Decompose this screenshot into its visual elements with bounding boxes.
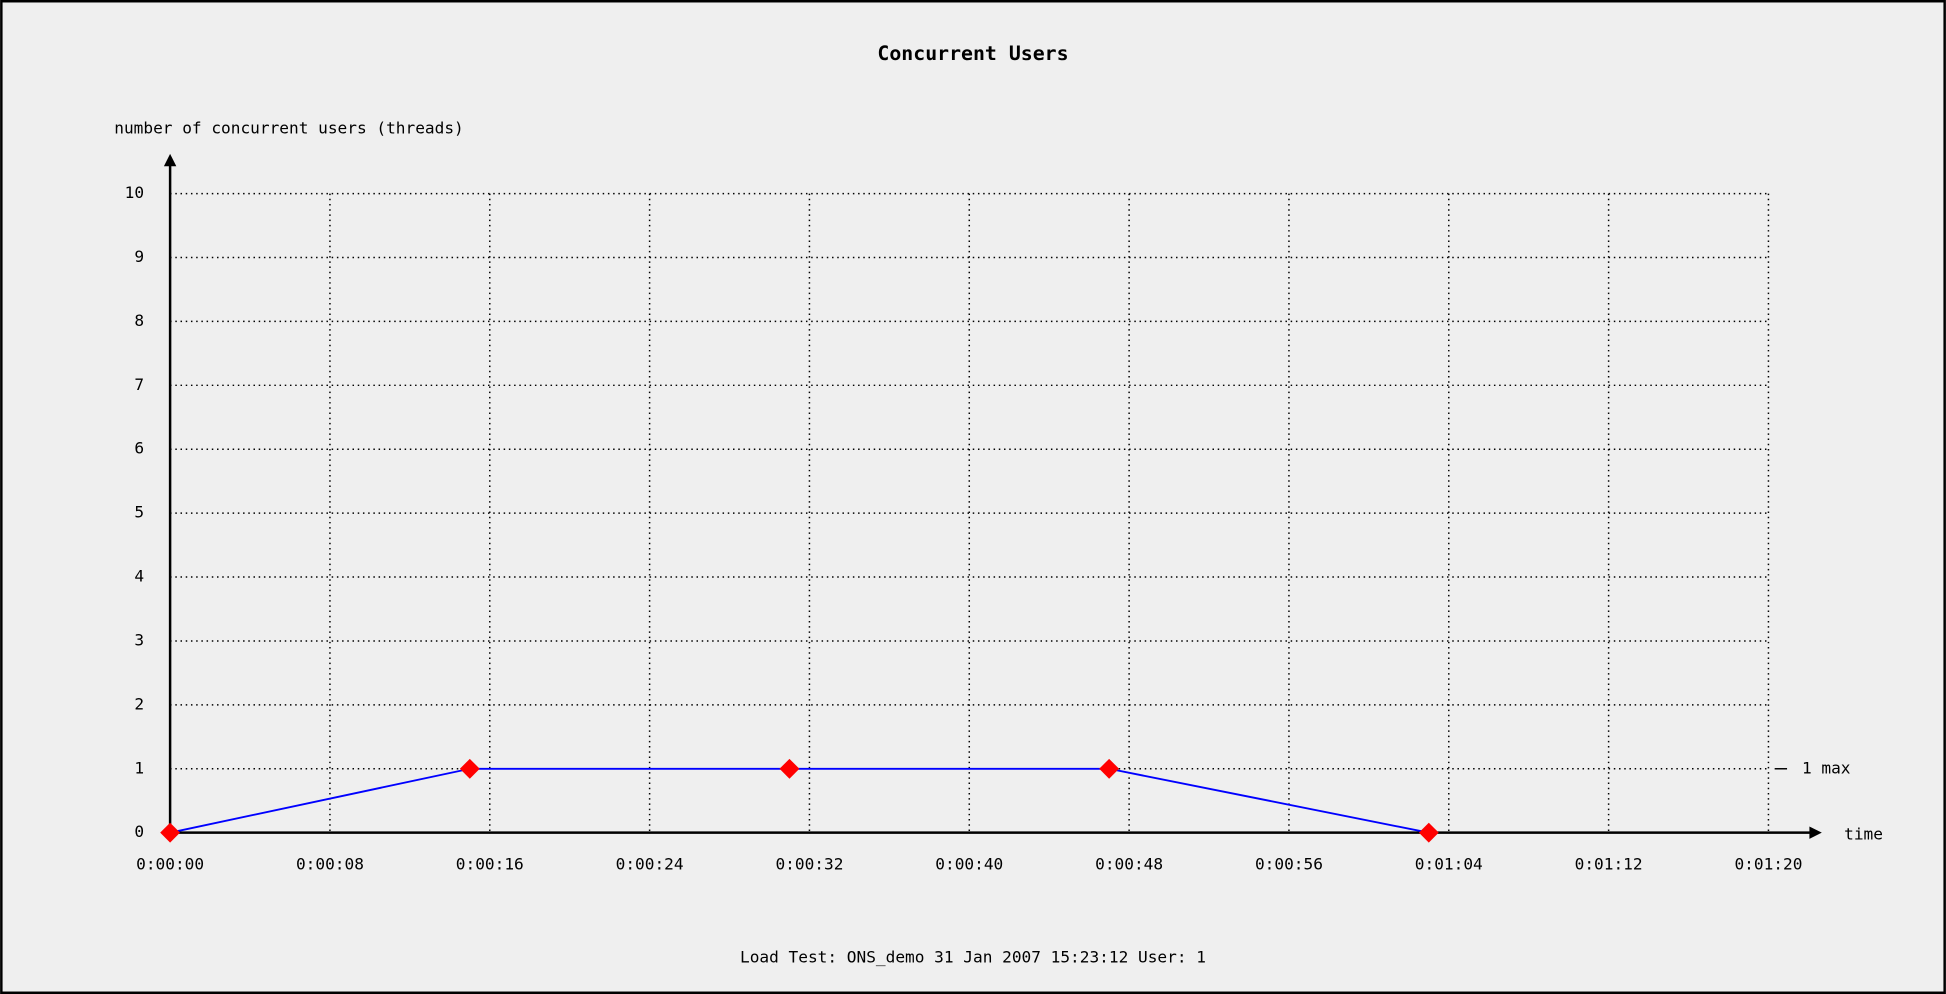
x-tick-label: 0:00:40 <box>935 854 1003 873</box>
y-tick-label: 9 <box>134 247 144 266</box>
footer: Load Test: ONS_demo 31 Jan 2007 15:23:12… <box>740 948 1206 967</box>
chart-title: Concurrent Users <box>877 42 1068 65</box>
marker <box>779 758 800 779</box>
y-tick-label: 2 <box>134 694 144 713</box>
x-tick-label: 0:01:04 <box>1415 854 1483 873</box>
y-axis-label: number of concurrent users (threads) <box>114 119 464 138</box>
x-tick-label: 0:00:08 <box>296 854 364 873</box>
y-tick-label: 10 <box>125 183 144 202</box>
y-tick-label: 8 <box>134 311 144 330</box>
y-tick-label: 0 <box>134 822 144 841</box>
x-tick-label: 0:00:32 <box>775 854 843 873</box>
x-axis-arrow <box>1809 826 1822 839</box>
annotation: 1 max <box>1802 758 1851 777</box>
y-tick-label: 6 <box>134 439 144 458</box>
x-axis-label: time <box>1844 825 1883 844</box>
x-tick-label: 0:00:16 <box>456 854 524 873</box>
y-tick-label: 3 <box>134 630 144 649</box>
x-tick-label: 0:00:00 <box>136 854 204 873</box>
y-tick-label: 5 <box>134 503 144 522</box>
y-axis-arrow <box>163 153 177 167</box>
x-tick-label: 0:00:56 <box>1255 854 1323 873</box>
marker <box>459 758 480 779</box>
y-tick-label: 4 <box>134 567 144 586</box>
x-tick-label: 0:01:12 <box>1575 854 1643 873</box>
y-tick-label: 7 <box>134 375 144 394</box>
x-tick-label: 0:01:20 <box>1734 854 1802 873</box>
x-tick-label: 0:00:48 <box>1095 854 1163 873</box>
marker <box>160 822 181 843</box>
x-tick-label: 0:00:24 <box>616 854 684 873</box>
y-tick-label: 1 <box>134 758 144 777</box>
